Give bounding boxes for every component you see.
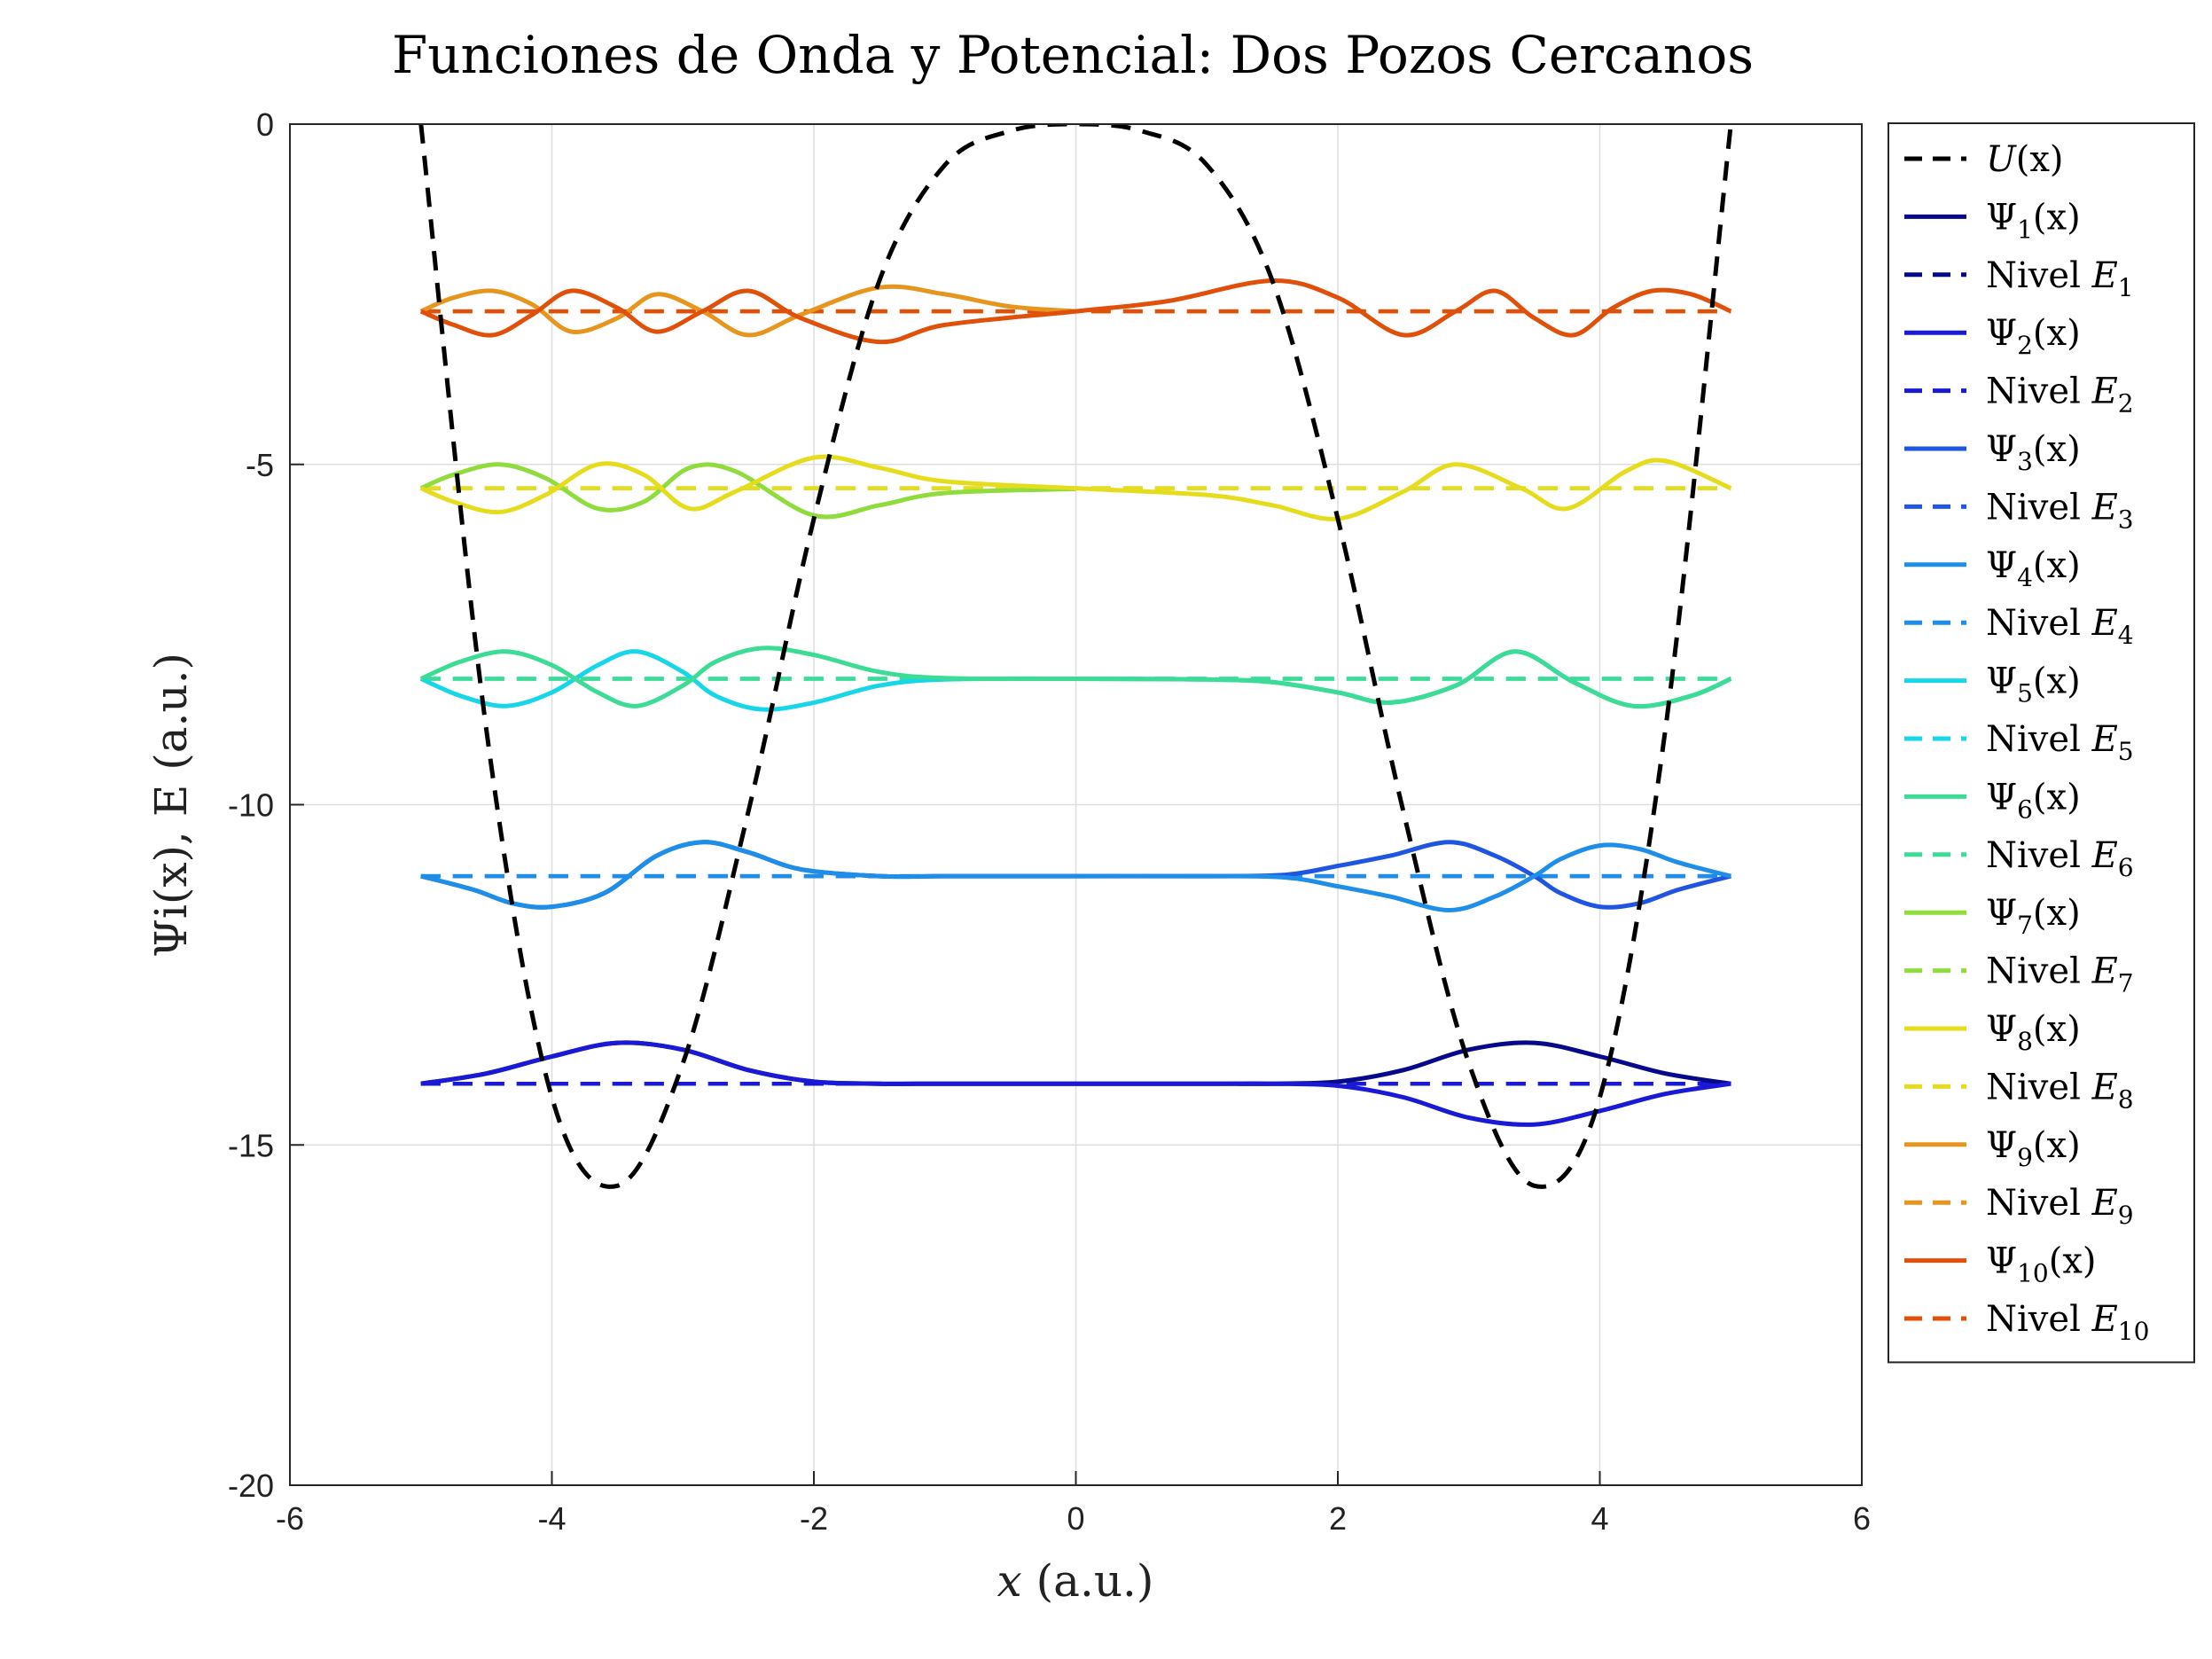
legend-entry: Ψ5(x) xyxy=(1986,661,2081,708)
legend-entry: Nivel E2 xyxy=(1986,372,2134,419)
legend-entry: Nivel E3 xyxy=(1986,487,2134,534)
x-tick-label: -2 xyxy=(800,1500,828,1537)
series-line xyxy=(419,278,1732,345)
legend-entry: Ψ3(x) xyxy=(1986,429,2081,476)
legend: U(x) Ψ1(x) Nivel E1 Ψ2(x) Nivel E2 Ψ3(x) Nivel… xyxy=(1888,122,2195,1364)
legend-entry: Ψ2(x) xyxy=(1986,313,2081,360)
legend-entry: Ψ10(x) xyxy=(1986,1241,2097,1288)
legend-entry: Nivel E8 xyxy=(1986,1067,2134,1114)
x-tick-label: -6 xyxy=(276,1500,304,1537)
x-axis-label: x (a.u.) xyxy=(997,1555,1154,1607)
series-line xyxy=(420,1040,1731,1127)
series-line xyxy=(419,284,1076,338)
x-tick-label: 6 xyxy=(1853,1500,1871,1537)
legend-entry: Nivel E4 xyxy=(1986,603,2134,650)
x-tick-label: 2 xyxy=(1329,1500,1347,1537)
legend-entry: Ψ1(x) xyxy=(1986,197,2081,244)
potential-line xyxy=(418,124,1733,1189)
plot-area: -6 -4 -2 0 2 4 60-5-10-15-20 xyxy=(228,106,1871,1537)
series-group xyxy=(418,124,1733,1189)
series-layer xyxy=(418,124,1733,1189)
legend-entry: Nivel E7 xyxy=(1986,951,2134,998)
y-tick-label: 0 xyxy=(256,106,274,143)
series-line xyxy=(420,840,1731,912)
legend-entry: U(x) xyxy=(1986,139,2064,180)
legend-entry: Ψ4(x) xyxy=(1986,545,2081,592)
x-tick-label: -4 xyxy=(537,1500,566,1537)
legend-entry: Nivel E9 xyxy=(1986,1183,2134,1230)
series-line xyxy=(419,646,1732,709)
series-line xyxy=(419,454,1732,521)
ticks: -6 -4 -2 0 2 4 60-5-10-15-20 xyxy=(228,106,1871,1537)
x-tick-label: 4 xyxy=(1591,1500,1608,1537)
legend-entry: Ψ6(x) xyxy=(1986,777,2081,824)
legend-entry: Ψ7(x) xyxy=(1986,893,2081,940)
legend-entry: Nivel E1 xyxy=(1986,255,2134,302)
legend-entry: Nivel E10 xyxy=(1986,1299,2149,1346)
legend-entry: Nivel E5 xyxy=(1986,719,2134,766)
y-tick-label: -10 xyxy=(228,787,274,824)
legend-box xyxy=(1888,122,2195,1364)
chart-title: Funciones de Onda y Potencial: Dos Pozos… xyxy=(392,25,1754,85)
grid xyxy=(290,124,1862,1485)
y-tick-label: -15 xyxy=(228,1127,274,1163)
series-line xyxy=(419,462,1076,520)
x-tick-label: 0 xyxy=(1067,1500,1084,1537)
legend-entry: Nivel E6 xyxy=(1986,835,2134,882)
y-tick-label: -20 xyxy=(228,1467,274,1504)
y-tick-label: -5 xyxy=(246,447,274,483)
y-axis-label: Ψi(x), E (a.u.) xyxy=(145,653,197,958)
legend-entry: Ψ8(x) xyxy=(1986,1009,2081,1056)
legend-entry: Ψ9(x) xyxy=(1986,1125,2081,1172)
